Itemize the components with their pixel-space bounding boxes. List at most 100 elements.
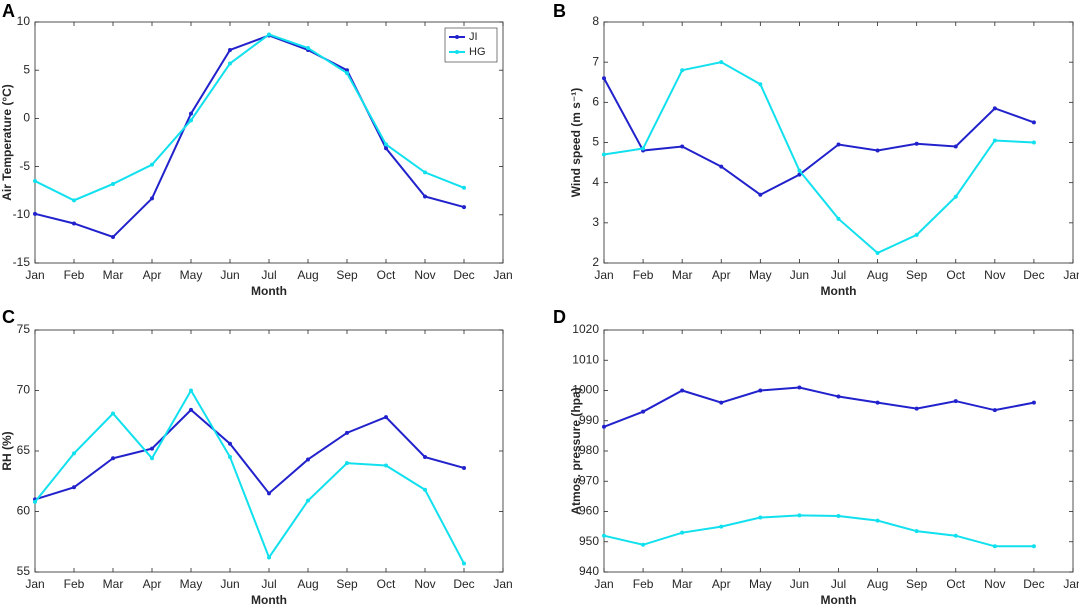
x-tick-label: Dec [453, 577, 474, 591]
y-tick-label: 970 [579, 473, 599, 487]
data-point [758, 388, 763, 393]
y-axis-label: Atmos. pressure (hpa) [569, 387, 583, 514]
data-point [992, 544, 997, 549]
data-point [680, 388, 685, 393]
x-tick-label: Jan [1063, 268, 1079, 282]
x-tick-label: Sep [336, 577, 358, 591]
data-point [758, 192, 763, 197]
y-tick-label: 6 [592, 95, 599, 109]
x-tick-label: May [749, 577, 772, 591]
data-point [306, 498, 310, 503]
x-tick-label: Apr [143, 268, 162, 282]
data-point [189, 407, 193, 412]
x-tick-label: Feb [633, 268, 654, 282]
data-point [953, 399, 958, 404]
data-point [384, 146, 388, 151]
y-tick-label: -5 [19, 159, 30, 173]
data-point [719, 400, 724, 405]
y-tick-label: 950 [579, 534, 599, 548]
data-point [33, 211, 37, 216]
legend-box [444, 27, 498, 63]
axes-box [34, 21, 504, 264]
y-tick-label: 2 [592, 255, 599, 269]
data-point [72, 485, 76, 490]
data-point [914, 406, 919, 411]
data-point [953, 533, 958, 538]
x-tick-label: Aug [297, 577, 318, 591]
data-point [423, 194, 427, 199]
y-tick-label: 60 [17, 504, 31, 518]
y-tick-label: 5 [23, 62, 30, 76]
data-point [462, 561, 466, 566]
x-tick-label: Jan [594, 577, 613, 591]
legend-label: HG [469, 46, 486, 58]
x-tick-label: Mar [672, 268, 693, 282]
data-point [875, 250, 880, 255]
y-tick-label: 65 [17, 443, 31, 457]
x-tick-label: May [180, 577, 203, 591]
x-axis-label: Month [821, 284, 857, 298]
data-point [875, 148, 880, 153]
x-tick-label: Mar [103, 268, 124, 282]
y-tick-label: 980 [579, 443, 599, 457]
data-point [111, 181, 115, 186]
data-point [836, 394, 841, 399]
data-point [306, 46, 310, 51]
series-line [603, 61, 1034, 255]
x-axis-label: Month [251, 593, 287, 605]
x-tick-label: Feb [633, 577, 654, 591]
data-point [641, 542, 646, 547]
panel-label: A [2, 1, 15, 21]
legend-label: JI [469, 31, 478, 43]
y-tick-label: 960 [579, 504, 599, 518]
data-point [680, 144, 685, 149]
axes-box [603, 21, 1074, 264]
data-point [914, 529, 919, 534]
y-tick-label: 1020 [572, 322, 599, 336]
data-point [228, 455, 232, 460]
x-tick-label: Jan [1063, 577, 1079, 591]
data-point [914, 232, 919, 237]
x-axis-label: Month [251, 284, 287, 298]
series-line [34, 388, 465, 564]
x-tick-label: Jul [831, 268, 846, 282]
data-point [602, 533, 606, 538]
panel-label: C [2, 307, 15, 327]
data-point [384, 415, 388, 420]
data-point [836, 514, 841, 519]
x-tick-label: Apr [143, 577, 162, 591]
x-tick-label: Dec [1023, 577, 1044, 591]
x-tick-label: Aug [297, 268, 318, 282]
data-point [267, 32, 271, 37]
y-axis-label: RH (%) [0, 431, 14, 470]
data-point [797, 513, 802, 518]
data-point [150, 456, 154, 461]
data-point [992, 138, 997, 143]
x-tick-label: Nov [984, 268, 1005, 282]
data-point [875, 400, 880, 405]
data-point [111, 411, 115, 416]
data-point [111, 234, 115, 239]
x-tick-label: Dec [453, 268, 474, 282]
data-point [189, 111, 193, 116]
legend-marker [455, 35, 459, 39]
x-tick-label: Aug [867, 268, 888, 282]
data-point [189, 118, 193, 123]
x-tick-label: Aug [867, 577, 888, 591]
x-tick-label: Feb [64, 268, 85, 282]
data-point [462, 465, 466, 470]
data-point [345, 461, 349, 466]
x-tick-label: Oct [377, 577, 396, 591]
data-point [228, 441, 232, 446]
data-point [953, 144, 958, 149]
x-tick-label: Jun [220, 577, 239, 591]
data-point [875, 518, 880, 523]
data-point [423, 455, 427, 460]
series-line [603, 77, 1035, 196]
data-point [150, 162, 154, 167]
series-line [34, 34, 465, 239]
legend-marker [455, 50, 459, 54]
x-tick-label: Mar [672, 577, 693, 591]
data-point [267, 491, 271, 496]
